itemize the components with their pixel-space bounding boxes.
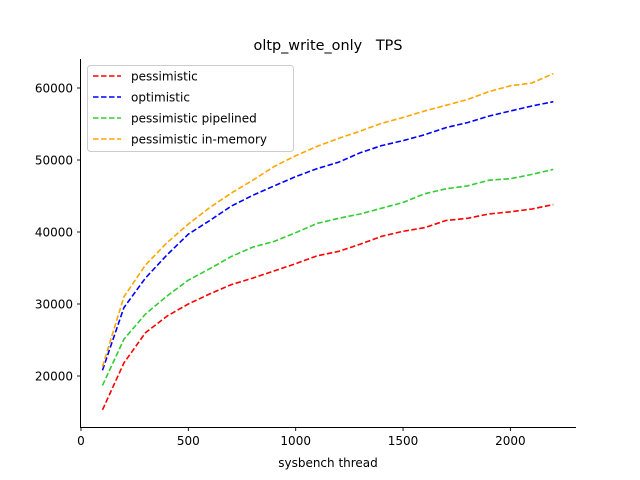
series-line-pessimistic-pipelined	[101, 168, 554, 386]
legend: pessimistic optimistic pessimistic pipelin…	[87, 65, 294, 152]
x-tick-label: 1000	[280, 434, 311, 448]
x-tick-label: 500	[177, 434, 200, 448]
x-axis-label: sysbench thread	[278, 456, 378, 470]
y-tick-label: 60000	[35, 81, 73, 95]
legend-label: pessimistic in-memory	[131, 132, 267, 146]
y-axis-ticks: 20000 30000 40000 50000 60000	[35, 81, 81, 383]
legend-label: pessimistic pipelined	[131, 111, 257, 125]
x-axis-ticks: 0 500 1000 1500 2000	[77, 427, 526, 448]
series-layer	[101, 72, 554, 411]
x-tick-label: 0	[77, 434, 85, 448]
series-line-pessimistic	[101, 203, 554, 411]
legend-items: pessimistic optimistic pessimistic pipelin…	[93, 69, 267, 146]
y-tick-label: 50000	[35, 153, 73, 167]
chart-title: oltp_write_only TPS	[254, 38, 403, 54]
series-line-optimistic	[101, 100, 554, 371]
legend-label: pessimistic	[131, 69, 198, 83]
y-tick-label: 30000	[35, 297, 73, 311]
y-tick-label: 40000	[35, 225, 73, 239]
x-tick-label: 2000	[495, 434, 526, 448]
legend-frame	[87, 65, 294, 152]
x-tick-label: 1500	[388, 434, 419, 448]
series-line-pessimistic-in-memory	[101, 72, 554, 367]
y-tick-label: 20000	[35, 369, 73, 383]
legend-label: optimistic	[131, 90, 190, 104]
